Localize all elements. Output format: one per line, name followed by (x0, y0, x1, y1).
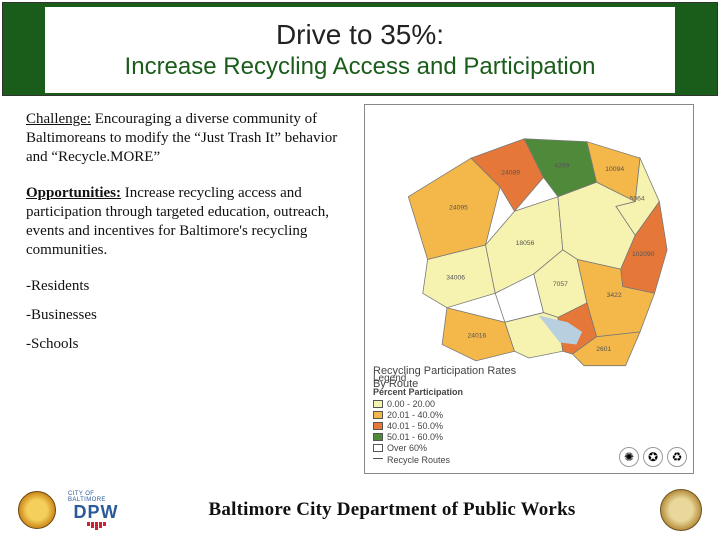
legend-row: 20.01 - 40.0% (373, 410, 463, 420)
region-label: 24095 (449, 204, 468, 211)
legend-swatch (373, 411, 383, 419)
region-label: 10094 (605, 166, 624, 173)
footer-text: Baltimore City Department of Public Work… (124, 499, 660, 521)
seal-icon: ✪ (643, 447, 663, 467)
opportunities-label: Opportunities: (26, 185, 121, 201)
title-line2: Increase Recycling Access and Participat… (125, 53, 596, 81)
map-column: 2409524089429910094506434006180561020907… (358, 104, 712, 478)
recycle-icon: ♻ (667, 447, 687, 467)
legend-label: 50.01 - 60.0% (387, 432, 443, 442)
dpw-text: DPW (74, 503, 119, 521)
legend-swatch (373, 422, 383, 430)
challenge-paragraph: Challenge: Encouraging a diverse communi… (26, 110, 348, 166)
region-label: 34006 (446, 275, 465, 282)
dpw-bars-icon (87, 522, 106, 530)
legend-row: Recycle Routes (373, 454, 463, 466)
slide-header: Drive to 35%: Increase Recycling Access … (2, 2, 718, 96)
legend-swatch (373, 400, 383, 408)
legend-row: Over 60% (373, 443, 463, 453)
map-legend: Legend Percent Participation 0.00 - 20.0… (373, 373, 463, 467)
legend-swatch (373, 433, 383, 441)
region-label: 102090 (632, 251, 655, 258)
city-seal-icon (660, 489, 702, 531)
slide-footer: CITY OF BALTIMORE DPW Baltimore City Dep… (0, 478, 720, 536)
title-box: Drive to 35%: Increase Recycling Access … (45, 7, 675, 93)
bullet-residents: -Residents (26, 277, 348, 296)
legend-row: 40.01 - 50.0% (373, 421, 463, 431)
legend-swatch (373, 444, 383, 452)
dpw-logo-icon: CITY OF BALTIMORE DPW (68, 493, 124, 527)
legend-row: 50.01 - 60.0% (373, 432, 463, 442)
legend-label: 40.01 - 50.0% (387, 421, 443, 431)
legend-label: 0.00 - 20.00 (387, 399, 435, 409)
opportunities-paragraph: Opportunities: Increase recycling access… (26, 184, 348, 259)
title-line1: Drive to 35%: (276, 19, 444, 51)
footer-logos-left: CITY OF BALTIMORE DPW (18, 491, 124, 529)
content-area: Challenge: Encouraging a diverse communi… (0, 96, 720, 478)
legend-line-icon (373, 458, 383, 466)
legend-header: Percent Participation (373, 387, 463, 397)
map-regions: 2409524089429910094506434006180561020907… (408, 139, 667, 366)
region-label: 4299 (554, 162, 569, 169)
map-seal-icons: ✺ ✪ ♻ (619, 447, 687, 467)
bullet-businesses: -Businesses (26, 306, 348, 325)
text-column: Challenge: Encouraging a diverse communi… (8, 104, 358, 478)
choropleth-map: 2409524089429910094506434006180561020907… (364, 104, 694, 474)
legend-title: Legend (373, 373, 463, 384)
legend-label: Recycle Routes (387, 455, 450, 465)
region-label: 18056 (516, 240, 535, 247)
maryland-seal-icon (18, 491, 56, 529)
legend-label: 20.01 - 40.0% (387, 410, 443, 420)
legend-row: 0.00 - 20.00 (373, 399, 463, 409)
region-label: 24016 (467, 332, 486, 339)
dpw-top-text: CITY OF BALTIMORE (68, 491, 124, 503)
seal-icon: ✺ (619, 447, 639, 467)
region-label: 2601 (596, 346, 611, 353)
challenge-label: Challenge: (26, 111, 91, 127)
legend-label: Over 60% (387, 443, 427, 453)
region-label: 7057 (553, 281, 568, 288)
map-svg: 2409524089429910094506434006180561020907… (365, 105, 693, 385)
region-label: 24089 (501, 170, 520, 177)
bullet-schools: -Schools (26, 335, 348, 354)
region-label: 3422 (607, 292, 622, 299)
